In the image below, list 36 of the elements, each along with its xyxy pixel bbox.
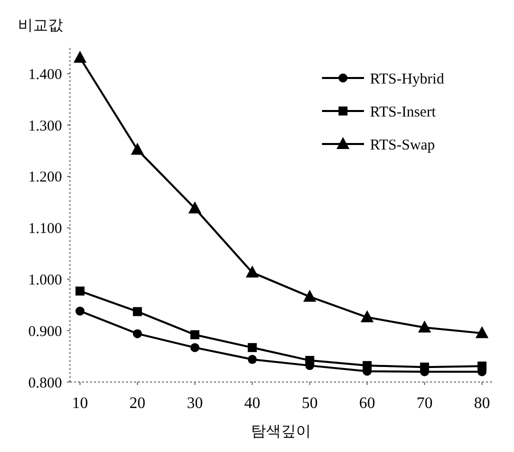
legend-label: RTS-Swap xyxy=(370,137,435,154)
point xyxy=(188,201,202,214)
legend-label: RTS-Hybrid xyxy=(370,71,445,88)
y-tick-label: 1.400 xyxy=(28,66,62,83)
legend-label: RTS-Insert xyxy=(370,104,437,120)
y-tick-label: 1.200 xyxy=(28,170,62,186)
point xyxy=(248,354,257,364)
x-tick-label: 60 xyxy=(359,395,376,412)
x-tick-label: 50 xyxy=(302,395,318,412)
y-tick-label: 1.300 xyxy=(28,118,62,134)
point xyxy=(190,343,200,352)
y-tick-label: 0.900 xyxy=(28,324,62,340)
point xyxy=(132,329,142,338)
point xyxy=(303,290,316,302)
x-tick-label: 20 xyxy=(129,395,146,412)
x-axis-title: 탐색깊이 xyxy=(251,424,311,440)
point xyxy=(360,310,374,322)
y-axis-title: 비교값 xyxy=(18,18,63,34)
point xyxy=(246,266,259,278)
point xyxy=(190,330,200,340)
y-tick-label: 1.000 xyxy=(28,272,62,288)
point xyxy=(76,306,84,316)
point xyxy=(132,307,142,316)
point xyxy=(76,286,84,296)
x-tick-label: 10 xyxy=(72,395,88,412)
x-tick-label: 80 xyxy=(474,395,490,412)
y-tick-label: 1.100 xyxy=(28,221,62,238)
x-tick-label: 70 xyxy=(416,395,433,412)
x-tick-label: 30 xyxy=(186,395,203,412)
point xyxy=(248,343,257,352)
x-tick-label: 40 xyxy=(244,395,260,412)
y-tick-label: 0.800 xyxy=(28,375,62,392)
point xyxy=(418,320,432,333)
point xyxy=(476,326,488,338)
point xyxy=(130,142,144,155)
point xyxy=(74,50,86,63)
